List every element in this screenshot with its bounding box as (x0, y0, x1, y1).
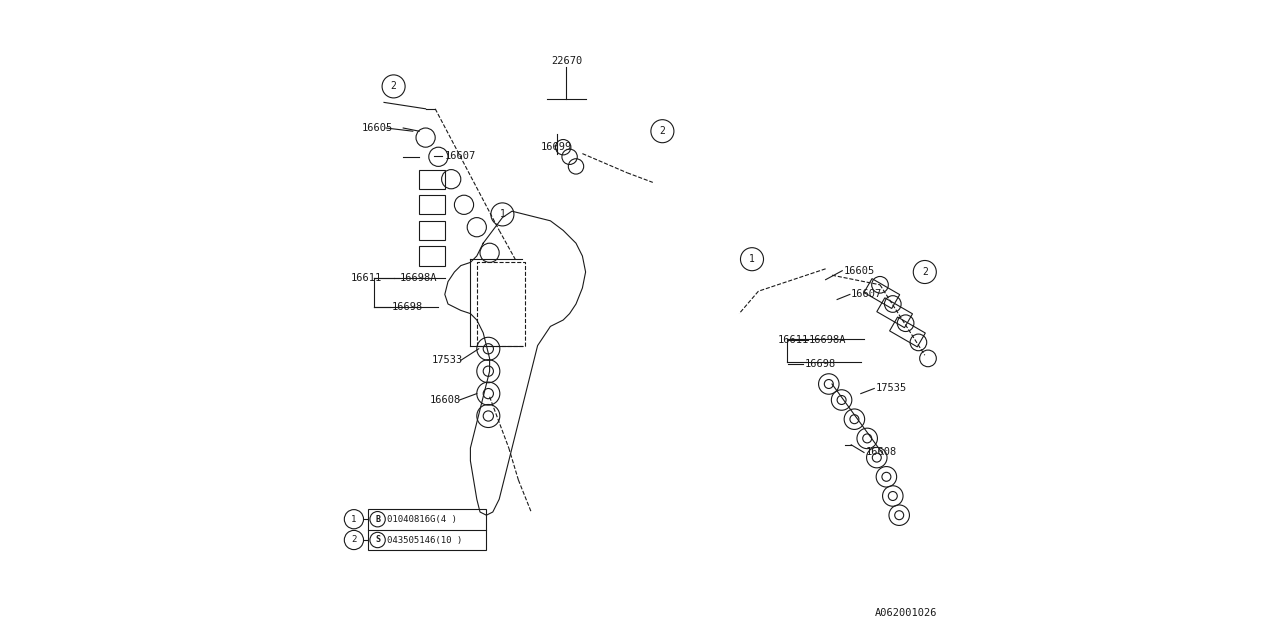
Text: 01040816G(4 ): 01040816G(4 ) (387, 515, 457, 524)
Text: 17533: 17533 (433, 355, 463, 365)
Text: 1: 1 (351, 515, 357, 524)
Text: 2: 2 (659, 126, 666, 136)
Text: 2: 2 (351, 536, 357, 545)
Text: 1: 1 (749, 254, 755, 264)
Bar (864, 278, 900, 308)
Bar (420, 246, 445, 266)
Text: 2: 2 (922, 267, 928, 277)
Bar (420, 221, 445, 240)
Text: 16608: 16608 (865, 447, 896, 458)
Text: 16698: 16698 (805, 358, 836, 369)
Text: 16698: 16698 (392, 302, 422, 312)
Text: 16607: 16607 (851, 289, 882, 300)
Text: 16698A: 16698A (809, 335, 846, 346)
Text: 16699: 16699 (540, 142, 572, 152)
Text: 16608: 16608 (430, 395, 461, 405)
Text: 16605: 16605 (362, 123, 393, 133)
Text: 1: 1 (499, 209, 506, 220)
Bar (420, 170, 445, 189)
Text: 16611: 16611 (351, 273, 381, 284)
Text: 16607: 16607 (445, 151, 476, 161)
Bar (890, 317, 925, 347)
Text: 2: 2 (390, 81, 397, 92)
Text: 043505146(10 ): 043505146(10 ) (387, 536, 462, 545)
Text: 16611: 16611 (777, 335, 809, 346)
Bar (369, 509, 486, 550)
Bar (420, 195, 445, 214)
Text: 22670: 22670 (550, 56, 582, 66)
Text: A062001026: A062001026 (876, 607, 937, 618)
Text: B: B (375, 515, 380, 524)
Bar (877, 298, 913, 328)
Text: S: S (375, 536, 380, 545)
Text: 16605: 16605 (844, 266, 874, 276)
Text: 16698A: 16698A (399, 273, 438, 284)
Text: 17535: 17535 (876, 383, 906, 394)
